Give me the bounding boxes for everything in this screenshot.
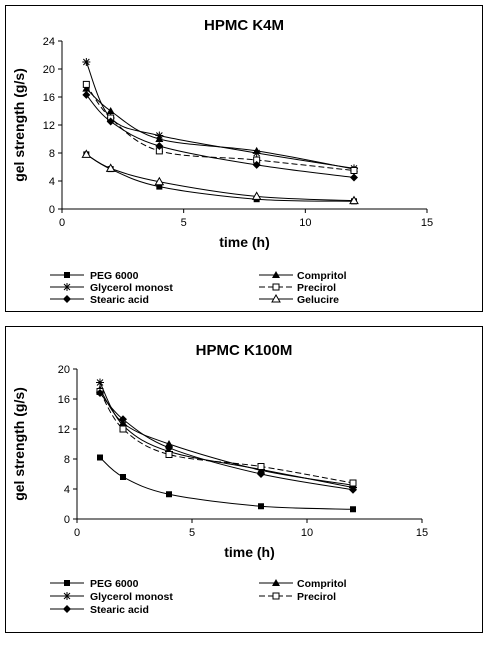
x-tick-label: 15 <box>416 527 428 539</box>
chart-title: HPMC K100M <box>196 342 293 359</box>
data-point <box>165 451 173 458</box>
y-tick-label: 12 <box>43 120 55 132</box>
data-point <box>350 167 358 174</box>
chart-title: HPMC K4M <box>204 17 284 34</box>
x-tick-label: 0 <box>74 527 80 539</box>
x-tick-label: 5 <box>189 527 195 539</box>
legend-marker <box>63 295 71 303</box>
y-axis-label: gel strength (g/s) <box>11 68 27 182</box>
data-point <box>82 58 91 66</box>
data-point <box>96 378 104 387</box>
legend-label: Glycerol monost <box>90 282 173 294</box>
data-point <box>82 84 91 92</box>
data-point <box>106 107 115 114</box>
legend-marker <box>272 271 280 278</box>
x-tick-label: 10 <box>299 217 311 229</box>
data-point <box>349 485 357 494</box>
legend-marker <box>63 283 71 291</box>
chart-panel-k100m: HPMC K100M time (h) gel strength (g/s) 0… <box>5 326 483 633</box>
data-point <box>251 191 262 200</box>
legend-marker <box>64 580 70 586</box>
legend-label: Stearic acid <box>90 604 149 616</box>
x-tick-label: 10 <box>301 527 313 539</box>
series-line <box>99 457 354 510</box>
data-point <box>105 163 116 172</box>
data-point <box>154 176 165 186</box>
data-point <box>258 503 264 510</box>
legend-marker <box>63 592 71 600</box>
legend-marker <box>63 605 71 613</box>
legend-label: PEG 6000 <box>90 270 139 282</box>
series-line <box>85 88 355 170</box>
data-point <box>155 131 164 140</box>
series-line <box>86 153 355 202</box>
y-tick-label: 20 <box>58 364 70 376</box>
data-point <box>106 117 115 126</box>
data-point <box>81 149 92 158</box>
data-point <box>155 142 164 150</box>
legend-label: Stearic acid <box>90 294 149 306</box>
x-axis-label: time (h) <box>219 234 270 250</box>
legend-label: Precirol <box>297 591 336 603</box>
data-point <box>120 474 126 480</box>
legend-label: Glycerol monost <box>90 591 173 603</box>
data-point <box>97 454 103 461</box>
y-tick-label: 0 <box>49 204 55 216</box>
legend-marker <box>271 293 281 303</box>
legend-label: Precirol <box>297 282 336 294</box>
data-point <box>252 160 261 169</box>
data-point <box>119 415 127 424</box>
series-line <box>99 382 354 488</box>
legend-marker <box>64 272 70 278</box>
data-point <box>156 183 163 190</box>
data-point <box>257 463 265 470</box>
x-axis-label: time (h) <box>224 544 275 560</box>
data-point <box>257 470 265 478</box>
y-tick-label: 8 <box>64 454 70 466</box>
y-tick-label: 0 <box>64 514 70 526</box>
legend-label: Compritol <box>297 270 347 282</box>
y-tick-label: 8 <box>49 148 55 160</box>
series-line <box>99 392 354 491</box>
data-point <box>166 491 172 498</box>
data-point <box>165 440 173 447</box>
y-tick-label: 20 <box>43 64 55 76</box>
y-tick-label: 16 <box>43 92 55 104</box>
data-point <box>349 479 357 487</box>
series-line <box>85 94 355 178</box>
data-point <box>82 80 90 88</box>
legend-marker <box>272 579 280 586</box>
legend-label: PEG 6000 <box>90 578 139 590</box>
data-point <box>252 149 261 157</box>
chart-k100m: HPMC K100M time (h) gel strength (g/s) 0… <box>11 342 428 616</box>
legend-marker <box>272 283 280 291</box>
legend-label: Gelucire <box>297 294 339 306</box>
y-tick-label: 12 <box>58 424 70 436</box>
data-point <box>119 425 127 433</box>
data-point <box>96 389 104 397</box>
series-line <box>85 61 355 169</box>
legend-marker <box>272 592 280 600</box>
x-tick-label: 15 <box>421 217 433 229</box>
data-point <box>350 173 358 182</box>
chart-k4m: HPMC K4M time (h) gel strength (g/s) 0 4 8… <box>11 17 433 306</box>
y-tick-label: 24 <box>43 36 55 48</box>
chart-panel-k4m: HPMC K4M time (h) gel strength (g/s) 0 4 8… <box>5 5 483 312</box>
x-tick-label: 0 <box>59 217 65 229</box>
legend-label: Compritol <box>297 578 347 590</box>
data-point <box>349 195 359 205</box>
y-tick-label: 4 <box>49 176 55 188</box>
series-line <box>85 84 355 171</box>
y-tick-label: 16 <box>58 394 70 406</box>
series-line <box>99 391 354 484</box>
x-tick-label: 5 <box>181 217 187 229</box>
data-point <box>350 506 356 513</box>
y-tick-label: 4 <box>64 484 70 496</box>
data-point <box>82 90 91 99</box>
y-axis-label: gel strength (g/s) <box>11 387 27 501</box>
data-point <box>165 443 173 452</box>
